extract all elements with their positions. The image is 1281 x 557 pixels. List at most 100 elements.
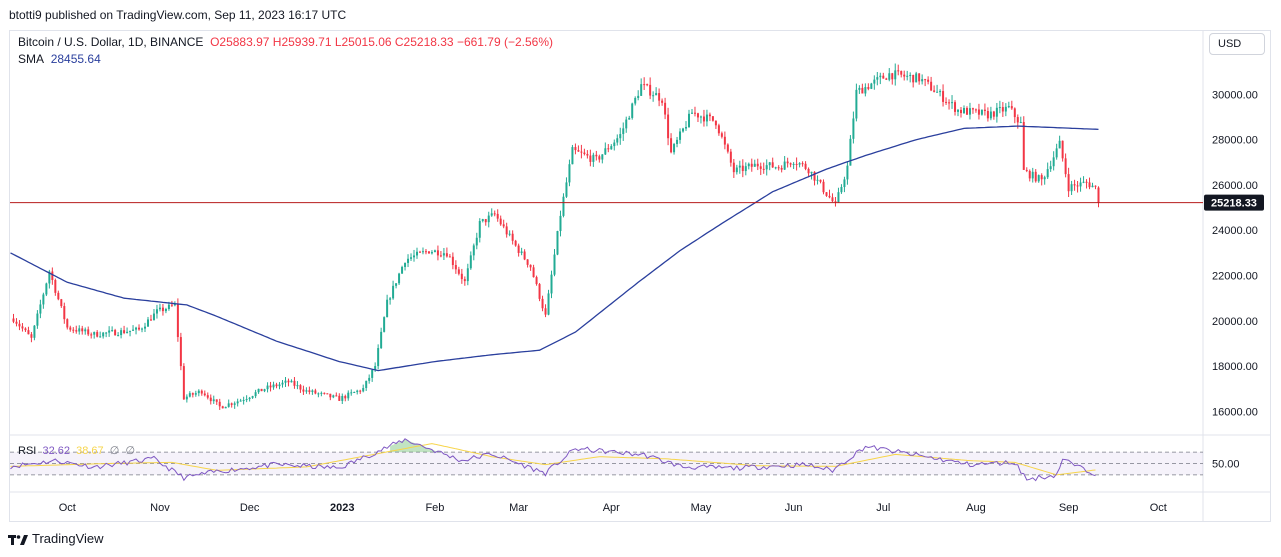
currency-selector[interactable]: USD	[1209, 33, 1265, 55]
candle-up	[487, 215, 490, 223]
candle-up	[637, 95, 640, 98]
candle-up	[1004, 106, 1007, 112]
candle-down	[702, 116, 705, 122]
rsi-value: 32.62	[42, 445, 70, 457]
candle-up	[257, 388, 260, 393]
candle-down	[723, 136, 726, 145]
candle-down	[729, 151, 732, 163]
candle-up	[613, 142, 616, 147]
candle-up	[332, 395, 335, 398]
candle-down	[463, 279, 466, 282]
candle-down	[526, 259, 529, 265]
candle-up	[894, 70, 897, 80]
candle-down	[1010, 106, 1013, 109]
candle-up	[634, 97, 637, 104]
candle-down	[918, 73, 921, 82]
candle-down	[260, 388, 263, 392]
candle-down	[1028, 170, 1031, 179]
candle-down	[1034, 171, 1037, 182]
candle-down	[90, 334, 93, 336]
candle-up	[864, 87, 867, 94]
sma-value: 28455.64	[50, 52, 101, 66]
candle-down	[714, 120, 717, 126]
candle-up	[995, 107, 998, 117]
candle-up	[843, 179, 846, 188]
candle-down	[867, 87, 870, 89]
candle-down	[801, 163, 804, 165]
candles	[12, 63, 1100, 410]
candle-up	[816, 179, 819, 181]
candle-up	[383, 317, 386, 332]
candle-down	[57, 292, 60, 300]
candle-up	[188, 393, 191, 397]
x-tick-label: Oct	[59, 502, 76, 514]
candle-down	[149, 319, 152, 321]
candle-up	[410, 257, 413, 259]
candle-up	[592, 154, 595, 162]
candle-up	[879, 75, 882, 78]
candle-up	[631, 103, 634, 118]
candle-up	[416, 251, 419, 256]
candle-down	[27, 330, 30, 335]
candle-down	[1088, 182, 1091, 188]
candle-down	[789, 163, 792, 165]
candle-up	[559, 215, 562, 232]
candle-up	[347, 392, 350, 399]
candle-up	[99, 336, 102, 338]
candle-down	[717, 125, 720, 134]
candle-down	[326, 393, 329, 395]
candle-down	[646, 84, 649, 86]
candle-up	[84, 329, 87, 332]
candle-up	[604, 148, 607, 155]
candle-up	[1052, 157, 1055, 167]
candle-up	[676, 139, 679, 145]
y-tick-label: 22000.00	[1212, 271, 1258, 283]
tradingview-brand[interactable]: TradingView	[8, 531, 104, 546]
candle-up	[152, 313, 155, 321]
candle-down	[661, 100, 664, 103]
sma-legend: SMA 28455.64	[18, 52, 101, 66]
candle-down	[1067, 174, 1070, 192]
candle-up	[401, 266, 404, 274]
candle-down	[454, 265, 457, 270]
candle-down	[203, 393, 206, 396]
candle-down	[649, 84, 652, 96]
candle-up	[849, 138, 852, 166]
candle-up	[774, 167, 777, 169]
candle-down	[780, 167, 783, 170]
candle-down	[15, 321, 18, 324]
candle-up	[921, 79, 924, 82]
candle-up	[389, 298, 392, 300]
candle-down	[123, 330, 126, 333]
candle-down	[87, 329, 90, 335]
candle-up	[239, 400, 242, 402]
candle-up	[690, 112, 693, 114]
rsi-label: RSI	[18, 445, 37, 457]
candle-up	[120, 330, 123, 336]
candle-down	[314, 390, 317, 394]
candle-down	[335, 395, 338, 397]
candle-down	[992, 111, 995, 117]
tradingview-logo-icon	[8, 534, 28, 545]
candle-up	[194, 393, 197, 395]
candle-down	[523, 251, 526, 260]
candle-down	[359, 390, 362, 392]
candle-up	[421, 251, 424, 253]
candle-up	[798, 163, 801, 165]
candle-down	[595, 154, 598, 157]
candle-down	[828, 195, 831, 198]
candle-down	[741, 165, 744, 172]
candle-down	[308, 390, 311, 393]
candle-up	[481, 219, 484, 222]
candle-up	[792, 163, 795, 165]
candle-up	[45, 283, 48, 295]
candle-down	[1064, 158, 1067, 175]
candle-up	[1082, 181, 1085, 183]
candle-up	[915, 73, 918, 83]
candle-up	[765, 165, 768, 170]
x-tick-label: Jul	[876, 502, 890, 514]
candle-down	[977, 109, 980, 115]
rsi-empty-1: ∅	[109, 445, 120, 457]
candle-up	[1043, 177, 1046, 180]
